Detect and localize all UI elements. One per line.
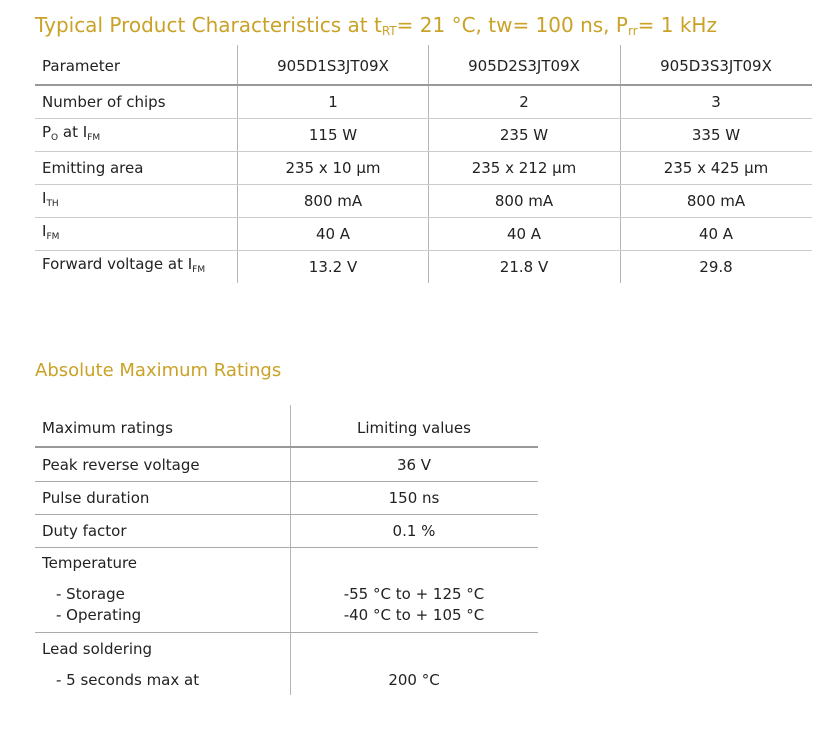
group-label: Temperature — [42, 554, 138, 572]
cell: IFM — [42, 222, 59, 246]
cell: 3 — [711, 93, 721, 111]
text-segment: I — [42, 189, 47, 207]
text-segment: P — [42, 123, 52, 141]
cell: 13.2 V — [308, 258, 358, 276]
rule — [35, 446, 538, 448]
subscript: TH — [46, 199, 59, 209]
cell: 115 W — [308, 126, 358, 144]
rule — [35, 217, 812, 218]
cell: 21.8 V — [499, 258, 549, 276]
rule — [35, 481, 538, 482]
column-header: 905D2S3JT09X — [468, 57, 580, 75]
cell: 800 mA — [303, 192, 363, 210]
cell: Peak reverse voltage — [42, 456, 200, 474]
text-segment: = 1 kHz — [637, 13, 717, 37]
cell: PO at IFM — [42, 123, 100, 147]
cell: - Operating — [56, 606, 142, 624]
rule — [620, 45, 621, 283]
subscript: RT — [381, 24, 397, 38]
rule — [35, 514, 538, 515]
rule — [35, 250, 812, 251]
rule — [35, 118, 812, 119]
subscript: rr — [627, 24, 638, 38]
cell: Emitting area — [42, 159, 143, 177]
cell: 40 A — [315, 225, 351, 243]
cell: Pulse duration — [42, 489, 150, 507]
cell: -55 °C to + 125 °C — [343, 585, 485, 603]
cell: 800 mA — [494, 192, 554, 210]
cell: - 5 seconds max at — [56, 671, 200, 689]
cell: 29.8 — [699, 258, 733, 276]
cell: 235 x 425 µm — [663, 159, 769, 177]
section-title: Absolute Maximum Ratings — [35, 360, 282, 381]
text-segment: Forward voltage at I — [42, 255, 193, 273]
text-segment: I — [42, 222, 47, 240]
subscript: FM — [192, 265, 206, 275]
cell: 36 V — [396, 456, 432, 474]
text-segment: = 21 °C, tw= 100 ns, P — [396, 13, 628, 37]
column-header: Parameter — [42, 57, 121, 75]
group-label: Lead soldering — [42, 640, 153, 658]
cell: Number of chips — [42, 93, 166, 111]
column-header: Limiting values — [357, 419, 471, 437]
cell: 2 — [519, 93, 529, 111]
cell: 40 A — [698, 225, 734, 243]
rule — [428, 45, 429, 283]
column-header: 905D1S3JT09X — [277, 57, 389, 75]
subscript: FM — [46, 232, 60, 242]
cell: 335 W — [691, 126, 741, 144]
subscript: FM — [87, 133, 101, 143]
rule — [35, 184, 812, 185]
rule — [35, 547, 538, 548]
text-segment: Typical Product Characteristics at t — [35, 13, 382, 37]
section-title: Typical Product Characteristics at tRT= … — [35, 13, 717, 43]
cell: Forward voltage at IFM — [42, 255, 205, 279]
cell: - Storage — [56, 585, 125, 603]
text-segment: at I — [58, 123, 88, 141]
rule — [237, 45, 238, 283]
cell: 40 A — [506, 225, 542, 243]
column-header: 905D3S3JT09X — [660, 57, 772, 75]
rule — [35, 632, 538, 633]
cell: ITH — [42, 189, 59, 213]
text-segment: Number of chips — [42, 93, 166, 111]
rule — [35, 151, 812, 152]
subscript: O — [51, 133, 59, 143]
cell: Duty factor — [42, 522, 127, 540]
cell: 800 mA — [686, 192, 746, 210]
cell: -40 °C to + 105 °C — [343, 606, 485, 624]
cell: 0.1 % — [392, 522, 436, 540]
rule — [35, 84, 812, 86]
cell: 235 x 212 µm — [471, 159, 577, 177]
rule — [290, 405, 291, 695]
cell: 150 ns — [388, 489, 440, 507]
column-header: Maximum ratings — [42, 419, 173, 437]
text-segment: Emitting area — [42, 159, 144, 177]
cell: 1 — [328, 93, 338, 111]
cell: 235 x 10 µm — [285, 159, 381, 177]
cell: 235 W — [499, 126, 549, 144]
cell: 200 °C — [388, 671, 440, 689]
